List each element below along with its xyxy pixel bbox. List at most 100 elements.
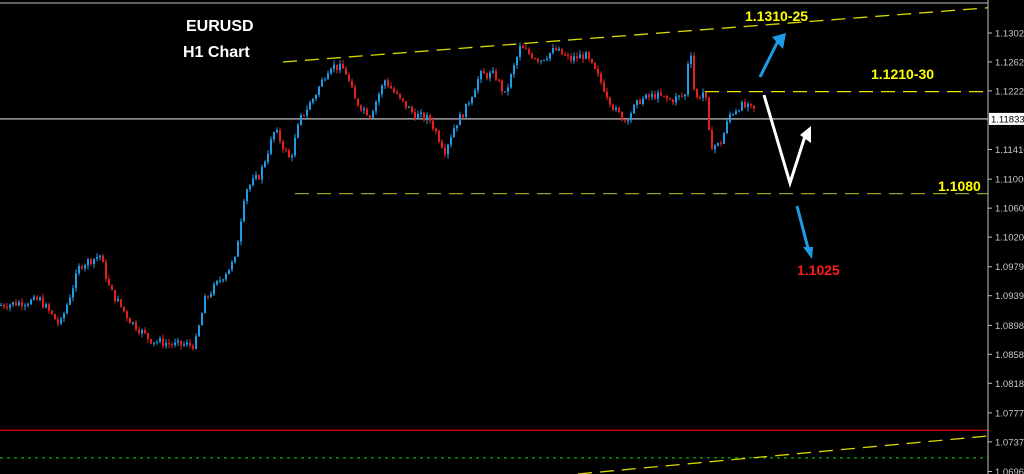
candle xyxy=(165,343,167,346)
candle xyxy=(369,115,371,118)
candle xyxy=(480,71,482,80)
candle xyxy=(453,128,455,138)
candle xyxy=(636,100,638,105)
candle xyxy=(696,89,698,98)
candle xyxy=(549,52,551,59)
candle xyxy=(330,68,332,74)
candle xyxy=(93,258,95,265)
candle xyxy=(123,306,125,312)
y-tick-label: 1.12220 xyxy=(995,86,1024,97)
candle xyxy=(435,128,437,132)
candle xyxy=(210,294,212,297)
candle xyxy=(120,299,122,307)
candle xyxy=(513,65,515,75)
candle xyxy=(465,103,467,118)
candle xyxy=(501,80,503,92)
candle xyxy=(417,114,419,119)
level-label-2: 1.1210-30 xyxy=(871,66,935,82)
candle xyxy=(3,305,5,307)
candle xyxy=(252,178,254,186)
candle xyxy=(615,107,617,110)
candle xyxy=(366,108,368,116)
candle xyxy=(192,345,194,349)
candle xyxy=(63,313,65,319)
candle xyxy=(219,280,221,282)
candle xyxy=(618,107,620,112)
candle xyxy=(444,147,446,155)
y-tick-label: 1.07370 xyxy=(995,437,1024,448)
candle xyxy=(729,114,731,122)
candle xyxy=(75,273,77,289)
chart-symbol: EURUSD xyxy=(186,18,254,35)
candle xyxy=(36,296,38,301)
candle xyxy=(258,175,260,180)
candle xyxy=(486,73,488,79)
candle xyxy=(159,338,161,342)
candle xyxy=(39,297,41,301)
candle xyxy=(546,58,548,60)
candle xyxy=(216,280,218,285)
candle xyxy=(654,93,656,99)
candle xyxy=(381,85,383,95)
candle xyxy=(474,90,476,98)
candle xyxy=(711,130,713,150)
candle xyxy=(447,144,449,155)
y-tick-label: 1.11410 xyxy=(995,145,1024,156)
level-label-1: 1.1310-25 xyxy=(745,8,809,24)
y-tick-label: 1.08980 xyxy=(995,321,1024,332)
candle xyxy=(309,102,311,110)
candle xyxy=(60,318,62,324)
candle xyxy=(528,49,530,54)
candle xyxy=(420,112,422,115)
candle xyxy=(96,257,98,259)
candle xyxy=(249,185,251,190)
y-tick-label: 1.12620 xyxy=(995,57,1024,68)
candle xyxy=(267,153,269,162)
candle xyxy=(276,130,278,133)
candle xyxy=(198,325,200,337)
y-tick-label: 1.11000 xyxy=(995,175,1024,186)
candle xyxy=(408,107,410,109)
y-tick-label: 1.06960 xyxy=(995,467,1024,474)
candle xyxy=(312,98,314,103)
candle xyxy=(189,342,191,346)
candle xyxy=(147,333,149,340)
candle xyxy=(42,297,44,308)
candle xyxy=(15,302,17,306)
candle xyxy=(228,269,230,275)
candle xyxy=(285,149,287,151)
candle xyxy=(663,95,665,97)
candle xyxy=(690,55,692,65)
candle xyxy=(576,56,578,59)
candle xyxy=(327,73,329,80)
candle xyxy=(342,63,344,69)
candle xyxy=(243,201,245,222)
candle xyxy=(48,304,50,311)
candle xyxy=(516,57,518,66)
candle xyxy=(495,70,497,80)
candle xyxy=(732,114,734,116)
candle xyxy=(270,139,272,154)
candle xyxy=(753,105,755,109)
y-tick-label: 1.09390 xyxy=(995,291,1024,302)
candle xyxy=(600,73,602,83)
candle xyxy=(348,74,350,81)
candle xyxy=(225,274,227,280)
candle xyxy=(747,103,749,108)
candle xyxy=(9,304,11,308)
candle xyxy=(588,52,590,59)
candle xyxy=(579,54,581,59)
candle xyxy=(414,111,416,119)
candle xyxy=(543,59,545,61)
candle xyxy=(477,79,479,91)
candle xyxy=(507,87,509,92)
candle xyxy=(468,103,470,105)
candle xyxy=(534,58,536,60)
candle xyxy=(540,60,542,62)
candle xyxy=(360,105,362,110)
candle xyxy=(684,94,686,97)
candle xyxy=(300,114,302,125)
candle xyxy=(351,80,353,88)
candle xyxy=(726,121,728,134)
